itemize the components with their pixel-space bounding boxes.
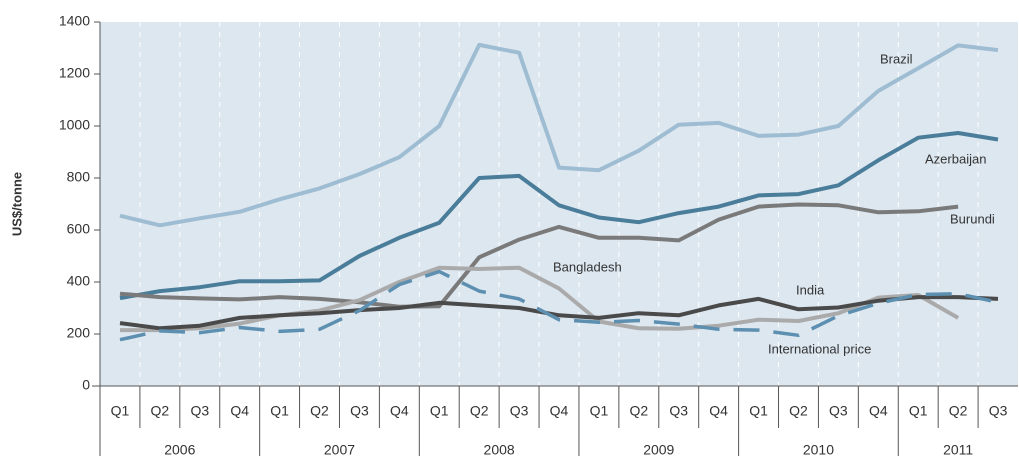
y-tick-label: 200 xyxy=(67,325,91,341)
series-line xyxy=(119,131,999,301)
x-tick-label: Q3 xyxy=(190,403,209,419)
series-line xyxy=(119,269,999,342)
year-label: 2010 xyxy=(803,442,834,456)
series-label: International price xyxy=(768,341,871,356)
x-tick-label: Q3 xyxy=(989,403,1008,419)
x-tick-label: Q4 xyxy=(869,403,888,419)
series-line xyxy=(119,295,999,331)
x-tick-label: Q4 xyxy=(230,403,249,419)
series-label: India xyxy=(796,282,825,297)
y-tick-label: 0 xyxy=(82,377,90,393)
year-label: 2008 xyxy=(484,442,515,456)
y-tick-label: 400 xyxy=(67,273,91,289)
x-tick-label: Q3 xyxy=(669,403,688,419)
x-tick-label: Q3 xyxy=(510,403,529,419)
y-tick-label: 1000 xyxy=(59,117,90,133)
series-label: Burundi xyxy=(950,211,995,226)
x-tick-label: Q2 xyxy=(789,403,808,419)
series-label: Brazil xyxy=(880,51,913,66)
x-tick-label: Q4 xyxy=(390,403,409,419)
year-label: 2011 xyxy=(943,442,973,456)
series-line xyxy=(119,202,959,309)
x-tick-label: Q2 xyxy=(310,403,329,419)
x-tick-label: Q3 xyxy=(350,403,369,419)
x-tick-label: Q3 xyxy=(829,403,848,419)
y-tick-label: 1400 xyxy=(59,13,90,29)
series-line xyxy=(120,265,960,333)
series-line xyxy=(119,42,999,228)
x-tick-label: Q1 xyxy=(749,403,768,419)
y-tick-label: 800 xyxy=(67,169,91,185)
y-axis-label: US$/tonne xyxy=(9,172,24,236)
x-tick-label: Q2 xyxy=(151,403,170,419)
x-tick-label: Q2 xyxy=(949,403,968,419)
x-tick-label: Q4 xyxy=(709,403,728,419)
x-tick-label: Q1 xyxy=(909,403,928,419)
series-label: Azerbaijan xyxy=(925,151,986,166)
x-tick-label: Q2 xyxy=(629,403,648,419)
y-tick-label: 600 xyxy=(67,221,91,237)
year-label: 2007 xyxy=(324,442,355,456)
x-tick-label: Q1 xyxy=(430,403,449,419)
year-label: 2009 xyxy=(643,442,674,456)
year-label: 2006 xyxy=(164,442,195,456)
x-tick-label: Q4 xyxy=(550,403,569,419)
x-tick-label: Q1 xyxy=(111,403,130,419)
x-tick-label: Q1 xyxy=(590,403,609,419)
x-tick-label: Q1 xyxy=(270,403,289,419)
series-label: Bangladesh xyxy=(553,259,622,274)
x-tick-label: Q2 xyxy=(470,403,489,419)
y-tick-label: 1200 xyxy=(59,65,90,81)
